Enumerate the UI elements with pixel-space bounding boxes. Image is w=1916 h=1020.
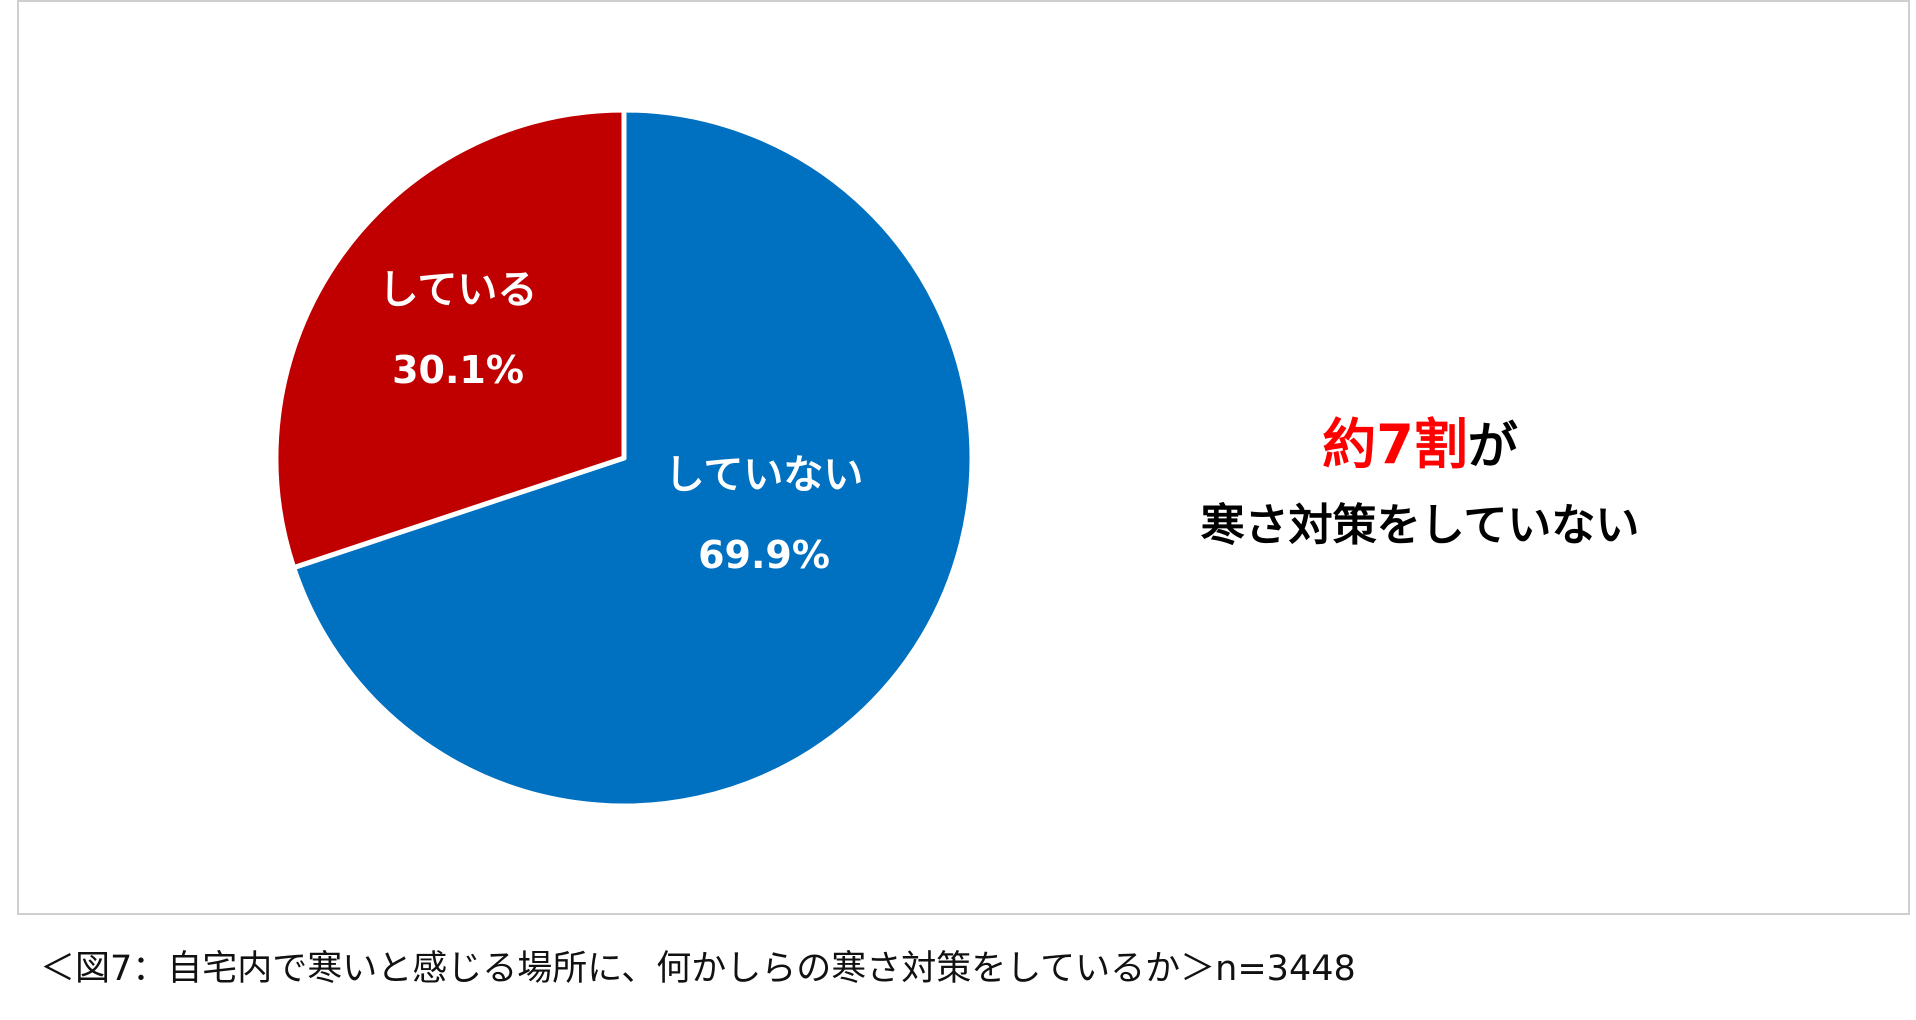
annotation-highlight: 約7割 — [1322, 413, 1468, 476]
annotation-line2: 寒さ対策をしていない — [1200, 500, 1640, 551]
slice-category-label: していない — [665, 452, 864, 498]
slice-value-label: 69.9% — [698, 533, 830, 577]
annotation-line1-rest: が — [1467, 417, 1518, 475]
slice-category-label: している — [379, 267, 538, 313]
slice-value-label: 30.1% — [392, 348, 524, 392]
annotation-line1: 約7割が — [1080, 405, 1760, 486]
pie-slice-not-doing — [291, 107, 975, 809]
pie-slice-doing — [273, 107, 627, 571]
chart-caption: ＜図7：自宅内で寒いと感じる場所に、何かしらの寒さ対策をしているか＞n=3448 — [40, 949, 1356, 989]
annotation: 約7割が 寒さ対策をしていない — [1080, 405, 1760, 566]
